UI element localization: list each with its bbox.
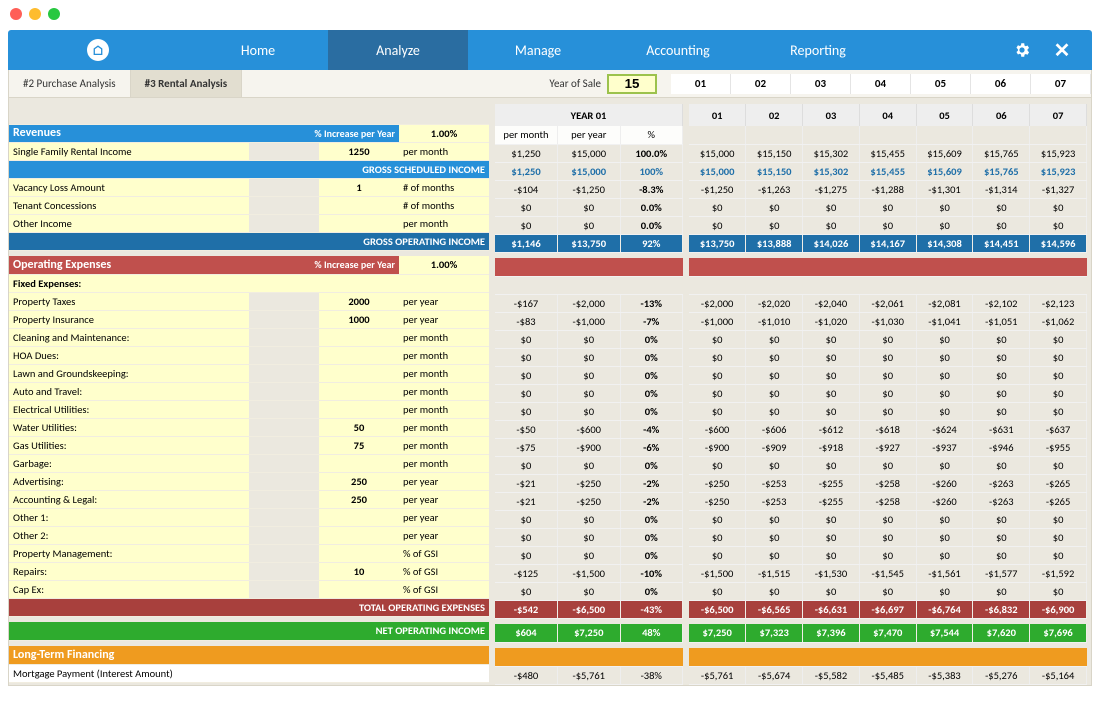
ribbon-tab-home[interactable]: Home <box>188 30 328 70</box>
worksheet-area: #2 Purchase Analysis#3 Rental Analysis Y… <box>8 70 1092 686</box>
year-of-sale-label: Year of Sale <box>549 77 601 90</box>
row-input[interactable]: 1250 <box>319 142 399 160</box>
gear-icon[interactable] <box>1002 30 1042 70</box>
year-col-header: 02 <box>746 104 803 126</box>
total-opex-label: TOTAL OPERATING EXPENSES <box>9 598 489 616</box>
year-header-mini: 03 <box>791 74 851 94</box>
year-col-header: 06 <box>973 104 1030 126</box>
year-col-header: 05 <box>916 104 973 126</box>
year-header-mini: 02 <box>731 74 791 94</box>
subtabs-row: #2 Purchase Analysis#3 Rental Analysis Y… <box>9 70 1091 98</box>
year-header-mini: 07 <box>1031 74 1091 94</box>
window-titlebar <box>0 0 1100 26</box>
year-col-header: 07 <box>1030 104 1087 126</box>
main-ribbon: ⌂ HomeAnalyzeManageAccountingReporting ✕ <box>8 30 1092 70</box>
revenues-title: Revenues <box>9 124 249 142</box>
year-header-mini: 05 <box>911 74 971 94</box>
house-icon: ⌂ <box>87 39 109 61</box>
subtab-0[interactable]: #2 Purchase Analysis <box>9 70 131 97</box>
gsi-label: GROSS SCHEDULED INCOME <box>9 160 489 178</box>
goi-label: GROSS OPERATING INCOME <box>9 232 489 250</box>
close-icon[interactable]: ✕ <box>1042 30 1082 70</box>
zoom-window-icon[interactable] <box>48 8 60 20</box>
ribbon-tab-manage[interactable]: Manage <box>468 30 608 70</box>
rev-pct-input[interactable]: 1.00% <box>399 124 489 142</box>
ribbon-tab-accounting[interactable]: Accounting <box>608 30 748 70</box>
year-header-mini: 01 <box>671 74 731 94</box>
year-col-header: 03 <box>803 104 860 126</box>
year01-header: YEAR 01 <box>495 104 683 126</box>
year-header-mini: 06 <box>971 74 1031 94</box>
opex-pct-input[interactable]: 1.00% <box>399 256 489 274</box>
ribbon-tab-analyze[interactable]: Analyze <box>328 30 468 70</box>
year-col-header: 04 <box>859 104 916 126</box>
financing-title: Long-Term Financing <box>9 646 489 664</box>
year-of-sale-input[interactable] <box>607 74 657 94</box>
close-window-icon[interactable] <box>10 8 22 20</box>
opex-title: Operating Expenses <box>9 256 249 274</box>
row-label: Single Family Rental Income <box>9 142 249 160</box>
ribbon-tab-reporting[interactable]: Reporting <box>748 30 888 70</box>
minimize-window-icon[interactable] <box>29 8 41 20</box>
noi-label: NET OPERATING INCOME <box>9 622 489 640</box>
year-col-header: 01 <box>689 104 746 126</box>
logo: ⌂ <box>8 30 188 70</box>
year-header-mini: 04 <box>851 74 911 94</box>
subtab-1[interactable]: #3 Rental Analysis <box>131 70 243 97</box>
